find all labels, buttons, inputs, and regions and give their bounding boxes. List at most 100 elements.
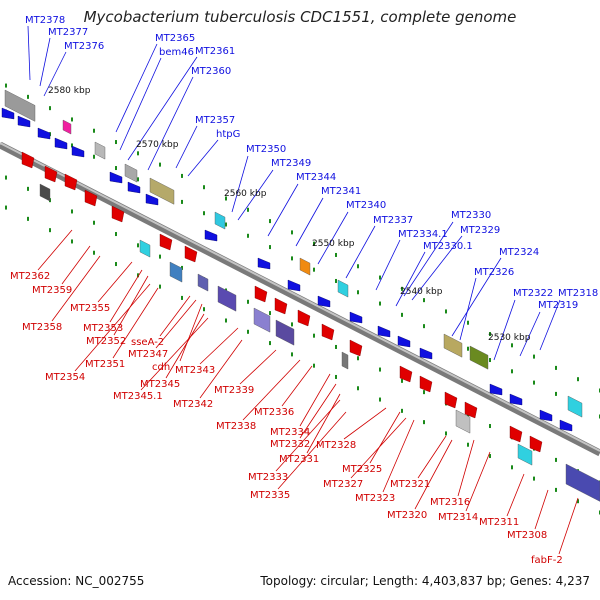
gene-label[interactable]: MT2376 [64,41,104,52]
gene-label[interactable]: MT2329 [460,225,500,236]
tick-mark [357,264,359,269]
callout-line [403,221,454,297]
callout-line [187,139,219,177]
gene-label[interactable]: MT2338 [216,421,256,432]
gene-label[interactable]: MT2316 [430,497,470,508]
gene-label[interactable]: MT2360 [191,66,231,77]
gene-label[interactable]: MT2325 [342,464,382,475]
gene-label[interactable]: MT2339 [214,385,254,396]
callout-line [127,56,198,161]
tick-mark [115,166,117,171]
gene-label[interactable]: fabF-2 [531,555,563,566]
gene-label[interactable]: MT2361 [195,46,235,57]
tick-mark [445,309,447,314]
gene-label[interactable]: MT2351 [85,359,125,370]
gene-label[interactable]: MT2359 [32,285,72,296]
gene-label[interactable]: MT2352 [86,336,126,347]
gene-label[interactable]: MT2321 [390,479,430,490]
tick-mark [93,154,95,159]
gene-label[interactable]: MT2334 [270,427,310,438]
gene-label[interactable]: MT2357 [195,115,235,126]
callout-line [27,25,31,81]
gene-label[interactable]: MT2330.1 [423,241,473,252]
gene-label[interactable]: MT2331 [279,454,319,465]
gene-label[interactable]: MT2335 [250,490,290,501]
forward-gene-glyph [37,127,51,140]
callout-line [411,235,463,301]
tick-mark [533,476,535,481]
gene-label[interactable]: sseA-2 [131,337,164,348]
gene-label[interactable]: MT2377 [48,27,88,38]
tick-mark [467,320,469,325]
gene-label[interactable]: MT2326 [474,267,514,278]
gene-label[interactable]: MT2322 [513,288,553,299]
tick-mark [115,262,117,267]
tick-mark [555,457,557,462]
gene-label[interactable]: MT2343 [175,365,215,376]
gene-label[interactable]: MT2378 [25,15,65,26]
callout-line [159,295,191,337]
tick-mark [357,290,359,295]
tick-mark [401,312,403,317]
gene-label[interactable]: MT2345.1 [113,391,163,402]
gene-box [565,463,600,502]
forward-gene-glyph [317,295,331,308]
tick-mark [555,391,557,396]
tick-mark [467,346,469,351]
gene-label[interactable]: MT2327 [323,479,363,490]
gene-label[interactable]: MT2308 [507,530,547,541]
reverse-gene-glyph [111,205,125,223]
gene-label[interactable]: MT2355 [70,303,110,314]
gene-label[interactable]: MT2320 [387,510,427,521]
gene-label[interactable]: MT2314 [438,512,478,523]
gene-label[interactable]: MT2319 [538,300,578,311]
gene-box [124,163,138,183]
gene-box [62,119,72,135]
gene-label[interactable]: MT2362 [10,271,50,282]
callout-line [199,327,239,365]
callout-line [539,299,561,351]
gene-label[interactable]: MT2349 [271,158,311,169]
tick-mark [401,408,403,413]
gene-label[interactable]: MT2345 [140,379,180,390]
gene-label[interactable]: MT2330 [451,210,491,221]
callout-line [345,225,376,279]
gene-label[interactable]: MT2311 [479,517,519,528]
gene-label[interactable]: MT2323 [355,493,395,504]
gene-label[interactable]: MT2350 [246,144,286,155]
gene-label[interactable]: bem46 [159,47,194,58]
gene-label[interactable]: MT2318 [558,288,598,299]
gene-label[interactable]: MT2342 [173,399,213,410]
gene-label[interactable]: MT2340 [346,200,386,211]
callout-line [165,313,205,379]
gene-label[interactable]: htpG [216,129,240,140]
gene-label[interactable]: MT2354 [45,372,85,383]
callout-line [558,497,579,555]
callout-line [239,349,277,385]
gene-label[interactable]: MT2341 [321,186,361,197]
gene-box [567,395,583,418]
kbp-label: 2560 kbp [224,189,267,199]
gene-label[interactable]: cdh [152,362,170,373]
gene-box [337,279,349,298]
gene-label[interactable]: MT2336 [254,407,294,418]
gene-label[interactable]: MT2332 [270,439,310,450]
gene-label[interactable]: MT2353 [83,323,123,334]
reverse-gene-glyph [44,165,58,183]
reverse-gene-glyph [64,173,78,191]
gene-label[interactable]: MT2344 [296,172,336,183]
gene-label[interactable]: MT2358 [22,322,62,333]
gene-box [443,333,463,358]
gene-label[interactable]: MT2334.1 [398,229,448,240]
gene-label[interactable]: MT2328 [316,440,356,451]
gene-label[interactable]: MT2365 [155,33,195,44]
gene-box [469,345,489,370]
tick-mark [93,250,95,255]
gene-label[interactable]: MT2324 [499,247,539,258]
gene-label[interactable]: MT2347 [128,349,168,360]
gene-label[interactable]: MT2333 [248,472,288,483]
callout-line [350,417,407,479]
accession-footer: Accession: NC_002755 [8,574,144,588]
gene-label[interactable]: MT2337 [373,215,413,226]
tick-mark [159,284,161,289]
